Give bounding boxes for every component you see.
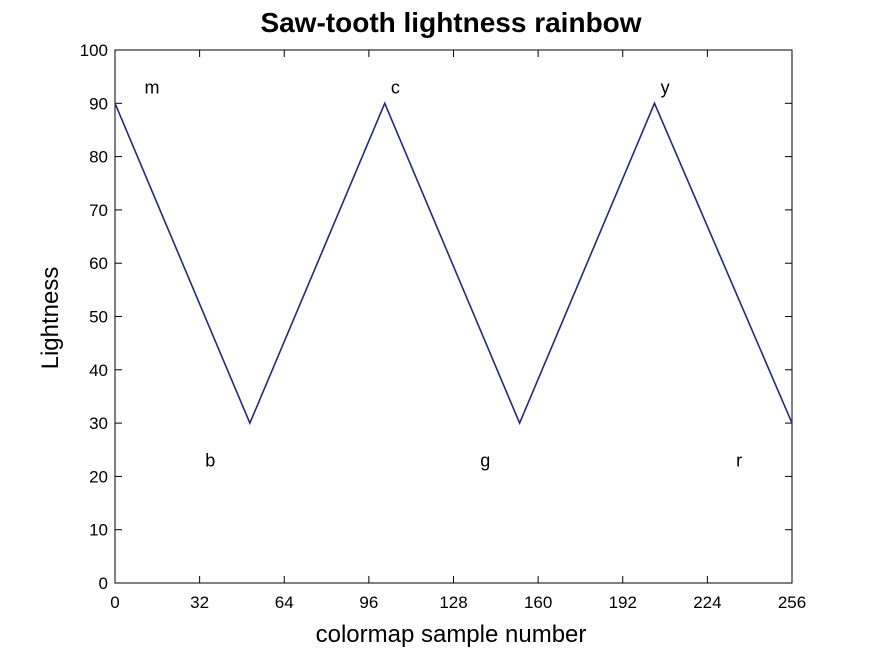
y-tick-label: 40	[89, 361, 108, 380]
y-tick-label: 80	[89, 148, 108, 167]
annotation-label: c	[391, 77, 400, 97]
x-tick-label: 256	[778, 593, 806, 612]
y-tick-label: 0	[99, 574, 108, 593]
y-axis-label: Lightness	[37, 267, 64, 370]
x-tick-label: 96	[359, 593, 378, 612]
annotation-label: r	[736, 450, 742, 470]
y-tick-label: 20	[89, 467, 108, 486]
x-tick-label: 0	[110, 593, 119, 612]
annotation-label: b	[205, 450, 215, 470]
annotation-label: m	[145, 77, 160, 97]
x-axis-label: colormap sample number	[316, 621, 587, 648]
x-tick-label: 224	[693, 593, 721, 612]
y-tick-label: 50	[89, 308, 108, 327]
x-tick-label: 128	[439, 593, 467, 612]
y-tick-label: 10	[89, 521, 108, 540]
x-tick-label: 160	[524, 593, 552, 612]
annotation-label: y	[661, 77, 670, 97]
y-tick-label: 100	[80, 41, 108, 60]
x-tick-label: 32	[190, 593, 209, 612]
series-line	[114, 101, 793, 426]
y-tick-label: 70	[89, 201, 108, 220]
x-tick-label: 192	[609, 593, 637, 612]
y-tick-label: 60	[89, 254, 108, 273]
x-tick-label: 64	[275, 593, 294, 612]
annotation-label: g	[480, 450, 490, 470]
y-tick-label: 90	[89, 94, 108, 113]
plot-area: 0 32 64 96 128 160 192 224 256 0 10 20 30 40 50 60 70 80 9…	[80, 41, 807, 612]
y-tick-label: 30	[89, 414, 108, 433]
chart-title: Saw-tooth lightness rainbow	[260, 7, 641, 38]
